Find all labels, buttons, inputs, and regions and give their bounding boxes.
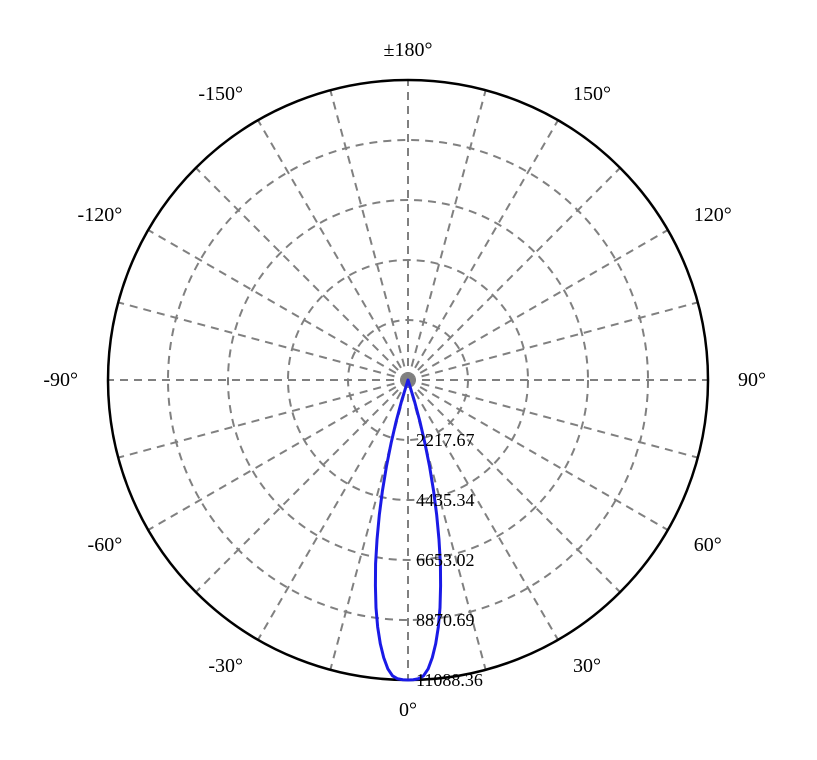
polar-chart: 2217.67 4435.34 6653.02 8870.69 11088.36 ±180…	[0, 0, 817, 760]
grid-spoke	[118, 302, 408, 380]
angle-label: ±180°	[384, 39, 433, 61]
grid-spoke	[148, 380, 408, 530]
angle-label: -120°	[78, 204, 123, 226]
grid-spoke	[408, 230, 668, 380]
radial-label: 11088.36	[416, 670, 483, 690]
angle-label: 0°	[399, 699, 417, 721]
angle-label: 120°	[694, 204, 732, 226]
grid-spoke	[330, 90, 408, 380]
grid-spoke	[408, 168, 620, 380]
angle-label: -30°	[208, 655, 243, 677]
angle-label: -90°	[43, 369, 78, 391]
angle-label: 30°	[573, 655, 601, 677]
angle-label: 90°	[738, 369, 766, 391]
radial-label: 4435.34	[416, 490, 475, 510]
radial-label: 6653.02	[416, 550, 475, 570]
angle-label: 60°	[694, 534, 722, 556]
grid-spoke	[258, 120, 408, 380]
grid-spoke	[408, 120, 558, 380]
grid-spoke	[148, 230, 408, 380]
radial-label: 2217.67	[416, 430, 475, 450]
angle-label: -150°	[198, 83, 243, 105]
grid-spoke	[118, 380, 408, 458]
angle-label: 150°	[573, 83, 611, 105]
grid-spoke	[408, 302, 698, 380]
grid-spoke	[408, 90, 486, 380]
angle-label: -60°	[88, 534, 123, 556]
grid-spoke	[196, 168, 408, 380]
radial-label: 8870.69	[416, 610, 475, 630]
grid-spoke	[258, 380, 408, 640]
